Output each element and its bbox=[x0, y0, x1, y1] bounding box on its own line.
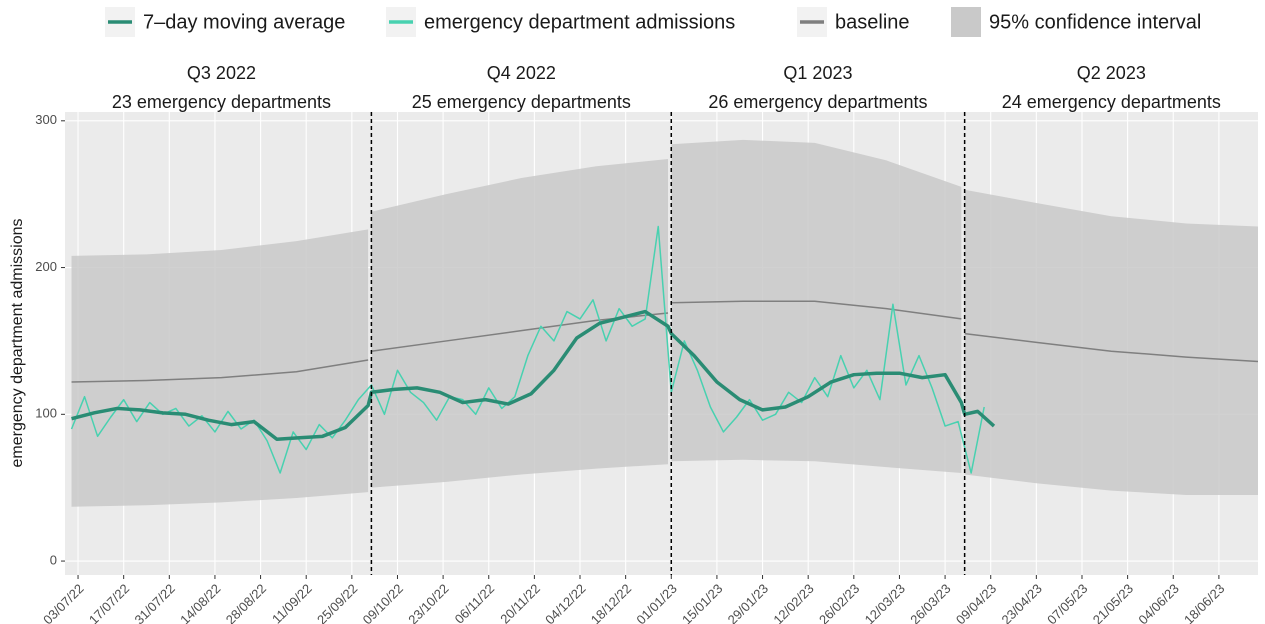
x-tick-label: 06/11/22 bbox=[452, 581, 498, 624]
legend-key bbox=[951, 7, 981, 37]
legend-label: baseline bbox=[835, 11, 910, 33]
facet-label: Q3 2022 bbox=[187, 63, 256, 83]
y-tick-label: 200 bbox=[35, 259, 57, 274]
x-tick-label: 21/05/23 bbox=[1090, 581, 1136, 624]
facet-subtitle: 25 emergency departments bbox=[412, 92, 631, 112]
confidence-band bbox=[71, 229, 369, 507]
facet-subtitle: 26 emergency departments bbox=[708, 92, 927, 112]
x-tick-label: 18/06/23 bbox=[1181, 581, 1227, 624]
confidence-band bbox=[964, 189, 1258, 496]
x-tick-label: 14/08/22 bbox=[177, 581, 223, 624]
x-tick-label: 26/03/23 bbox=[907, 581, 953, 624]
y-axis-label: emergency department admissions bbox=[9, 218, 26, 467]
x-tick-label: 04/12/22 bbox=[542, 581, 588, 624]
x-tick-label: 11/09/22 bbox=[269, 581, 315, 624]
x-tick-label: 18/12/22 bbox=[588, 581, 634, 624]
x-tick-label: 15/01/23 bbox=[679, 581, 725, 624]
legend-label: emergency department admissions bbox=[424, 11, 735, 33]
series-line bbox=[71, 309, 996, 442]
x-tick-label: 28/08/22 bbox=[223, 581, 269, 624]
baseline-line bbox=[964, 332, 1259, 363]
facet-label: Q1 2023 bbox=[783, 63, 852, 83]
legend-label: 7–day moving average bbox=[143, 11, 345, 33]
x-tick-label: 26/02/23 bbox=[816, 581, 862, 624]
x-tick-label: 09/10/22 bbox=[360, 581, 406, 624]
x-tick-label: 07/05/23 bbox=[1044, 581, 1090, 624]
confidence-band bbox=[671, 139, 962, 474]
facet-subtitle: 24 emergency departments bbox=[1002, 92, 1221, 112]
y-tick-label: 0 bbox=[50, 552, 57, 567]
x-tick-label: 12/03/23 bbox=[862, 581, 908, 624]
x-tick-label: 23/04/23 bbox=[999, 581, 1045, 624]
facet-label: Q2 2023 bbox=[1077, 63, 1146, 83]
x-tick-label: 25/09/22 bbox=[314, 581, 360, 624]
x-tick-label: 12/02/23 bbox=[770, 581, 816, 624]
y-tick-label: 100 bbox=[35, 406, 57, 421]
x-tick-label: 20/11/22 bbox=[497, 581, 543, 624]
legend-label: 95% confidence interval bbox=[989, 11, 1201, 33]
x-tick-label: 23/10/22 bbox=[405, 581, 451, 624]
x-tick-label: 03/07/22 bbox=[40, 581, 86, 624]
x-tick-label: 01/01/23 bbox=[633, 581, 679, 624]
baseline-line bbox=[71, 359, 369, 383]
x-tick-label: 29/01/23 bbox=[725, 581, 771, 624]
x-tick-label: 09/04/23 bbox=[953, 581, 999, 624]
confidence-band bbox=[371, 158, 669, 488]
x-tick-label: 31/07/22 bbox=[131, 581, 177, 624]
x-tick-label: 04/06/23 bbox=[1135, 581, 1181, 624]
facet-label: Q4 2022 bbox=[487, 63, 556, 83]
baseline-line bbox=[671, 300, 962, 320]
facet-subtitle: 23 emergency departments bbox=[112, 92, 331, 112]
y-tick-label: 300 bbox=[35, 112, 57, 127]
x-tick-label: 17/07/22 bbox=[86, 581, 132, 624]
